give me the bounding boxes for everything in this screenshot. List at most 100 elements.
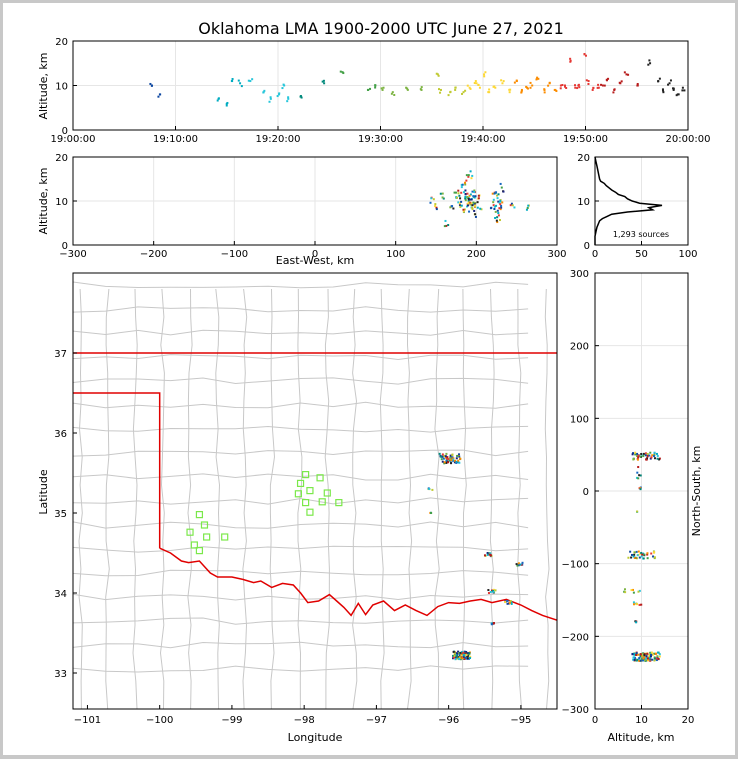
- altitude-time-point: [596, 86, 599, 89]
- source-point: [521, 561, 524, 564]
- altitude-time-point: [520, 88, 523, 91]
- altitude-ew-point: [499, 208, 502, 211]
- altitude-ew-point: [457, 192, 460, 195]
- ns-altitude-point: [648, 454, 651, 457]
- altitude-ew-point: [455, 196, 458, 199]
- ns-altitude-point: [636, 471, 639, 474]
- source-point: [486, 552, 489, 555]
- ns-altitude-point: [629, 550, 632, 553]
- altitude-time-point: [543, 88, 546, 91]
- altitude-time-point: [592, 86, 595, 89]
- x-axis-label: Altitude, km: [607, 731, 674, 744]
- altitude-ew-point: [464, 183, 467, 186]
- altitude-time-point: [535, 78, 538, 81]
- altitude-ew-point: [447, 224, 450, 227]
- figure-title: Oklahoma LMA 1900-2000 UTC June 27, 2021: [198, 19, 564, 38]
- source-point: [451, 456, 454, 459]
- ns-altitude-point: [640, 551, 643, 554]
- source-point: [455, 657, 458, 660]
- county-line: [159, 288, 165, 709]
- source-point: [441, 455, 444, 458]
- altitude-time-point: [627, 73, 630, 76]
- county-line: [73, 593, 529, 601]
- county-line: [489, 288, 495, 709]
- altitude-time-point: [649, 62, 652, 65]
- lma-station-marker: [316, 474, 324, 482]
- altitude-ew-point: [493, 205, 496, 208]
- altitude-time-point: [321, 80, 324, 83]
- ns-altitude-point: [646, 557, 649, 560]
- altitude-ew-point: [500, 186, 503, 189]
- altitude-time-point: [225, 104, 228, 107]
- source-point: [515, 563, 518, 566]
- altitude-ew-point: [497, 214, 500, 217]
- source-point: [431, 488, 434, 491]
- altitude-ew-point: [498, 219, 501, 222]
- altitude-time-point: [462, 91, 465, 94]
- altitude-ew-point: [474, 204, 477, 207]
- county-line: [73, 641, 529, 649]
- county-line: [73, 473, 529, 481]
- altitude-ew-point: [494, 216, 497, 219]
- altitude-time-point: [648, 59, 651, 62]
- altitude-ew-point: [464, 189, 467, 192]
- source-point: [438, 452, 441, 455]
- county-line: [73, 354, 529, 361]
- altitude-ew-point: [467, 197, 470, 200]
- altitude-time-point: [620, 80, 623, 83]
- ns-altitude-point: [637, 590, 640, 593]
- county-line: [462, 288, 467, 709]
- x-tick-label: −98: [294, 715, 315, 726]
- ns-altitude-point: [640, 555, 643, 558]
- lma-station-marker: [296, 479, 305, 487]
- altitude-ew-point: [463, 208, 466, 211]
- altitude-time-point: [662, 89, 665, 92]
- source-point: [510, 602, 513, 605]
- source-point: [460, 654, 463, 657]
- altitude-time-point: [613, 88, 616, 91]
- source-point: [458, 455, 461, 458]
- ns-altitude-point: [638, 603, 641, 606]
- source-point: [458, 653, 461, 656]
- county-line: [105, 288, 110, 709]
- ns-altitude-point: [635, 557, 638, 560]
- ns-altitude-point: [658, 655, 661, 658]
- altitude-ew-point: [495, 191, 498, 194]
- altitude-ew-point: [465, 179, 468, 182]
- source-point: [450, 459, 453, 462]
- y-tick-label: 34: [54, 589, 67, 600]
- altitude-time-point: [554, 88, 557, 91]
- altitude-time-point: [565, 86, 568, 89]
- county-line: [73, 329, 529, 336]
- altitude-time-point: [578, 86, 581, 89]
- ns-altitude-point: [643, 553, 646, 556]
- altitude-time-point: [468, 86, 471, 89]
- ns-altitude-point: [638, 657, 641, 660]
- lma-station-marker: [195, 511, 204, 519]
- y-tick-label: 35: [54, 509, 67, 520]
- source-point: [428, 488, 431, 491]
- source-point: [455, 457, 458, 460]
- source-point: [446, 456, 449, 459]
- altitude-time-point: [158, 93, 161, 96]
- altitude-ew-point: [493, 192, 496, 195]
- x-tick-label: −300: [59, 249, 86, 260]
- y-tick-label: 200: [570, 342, 589, 353]
- altitude-time-point: [239, 82, 242, 85]
- x-tick-label: −101: [74, 715, 101, 726]
- source-point: [517, 562, 520, 565]
- ns-altitude-point: [634, 620, 637, 623]
- altitude-time-point: [474, 80, 477, 83]
- source-point: [463, 650, 466, 653]
- x-tick-label: −97: [366, 715, 387, 726]
- altitude-ew-point: [464, 195, 467, 198]
- ns-altitude-point: [635, 652, 638, 655]
- altitude-ew-point: [460, 200, 463, 203]
- source-point: [450, 462, 453, 465]
- ns-altitude-point: [644, 452, 647, 455]
- ns-altitude-point: [630, 556, 633, 559]
- ns-altitude-point: [653, 659, 656, 662]
- ns-altitude-point: [653, 451, 656, 454]
- altitude-time-point: [669, 79, 672, 82]
- source-point: [487, 553, 490, 556]
